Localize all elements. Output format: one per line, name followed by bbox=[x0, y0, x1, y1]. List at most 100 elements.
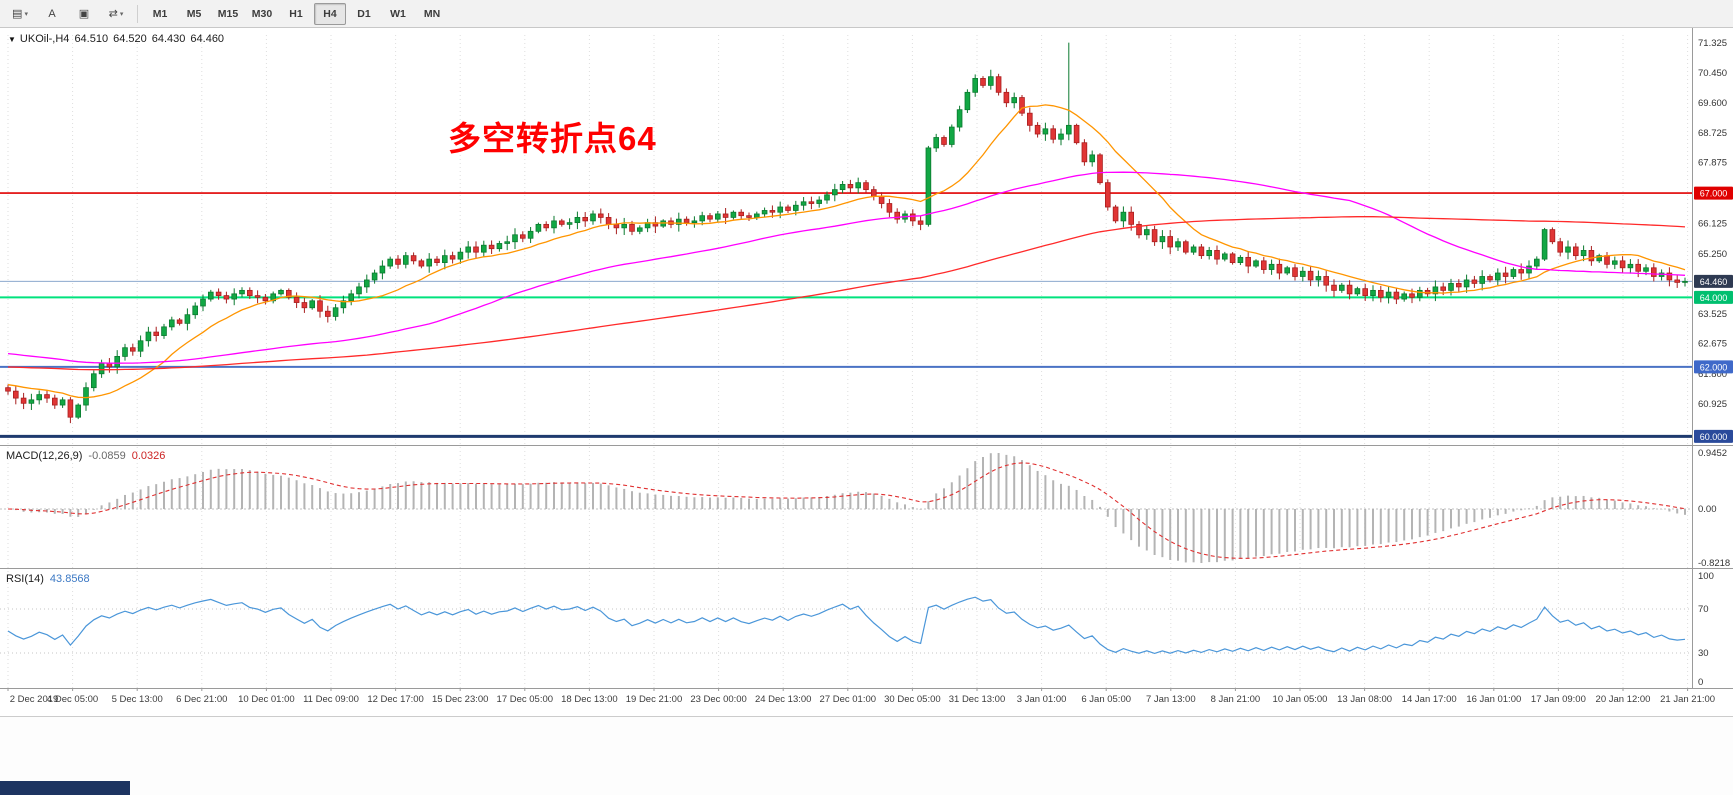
symbol-label: UKOil-,H4 bbox=[19, 33, 70, 45]
svg-text:62.675: 62.675 bbox=[1698, 338, 1727, 349]
svg-text:18 Dec 13:00: 18 Dec 13:00 bbox=[561, 694, 618, 705]
template-button[interactable]: ▣ bbox=[69, 3, 99, 25]
svg-text:0.9452: 0.9452 bbox=[1698, 448, 1727, 459]
timeframe-button-w1[interactable]: W1 bbox=[390, 7, 406, 20]
chart-toolbar: ▤ ▾ A ▣ ⇄ ▾ M1 M5 M15 M30 H1 H4 D1 W1 MN bbox=[0, 0, 1733, 28]
svg-text:19 Dec 21:00: 19 Dec 21:00 bbox=[626, 694, 683, 705]
svg-text:65.250: 65.250 bbox=[1698, 249, 1727, 260]
text-annotation-button[interactable]: A bbox=[37, 3, 67, 25]
svg-text:10 Jan 05:00: 10 Jan 05:00 bbox=[1273, 694, 1328, 705]
timeframe-button-mn[interactable]: MN bbox=[423, 7, 441, 20]
svg-text:3 Jan 01:00: 3 Jan 01:00 bbox=[1017, 694, 1067, 705]
ma-slow-line bbox=[7, 216, 1686, 371]
time-axis[interactable] bbox=[0, 688, 1733, 716]
svg-text:67.875: 67.875 bbox=[1698, 158, 1727, 169]
svg-text:63.525: 63.525 bbox=[1698, 309, 1727, 320]
svg-text:66.125: 66.125 bbox=[1698, 218, 1727, 229]
svg-text:11 Dec 09:00: 11 Dec 09:00 bbox=[303, 694, 359, 705]
macd-indicator-label: MACD(12,26,9) -0.0859 0.0326 bbox=[6, 450, 165, 462]
symbol-dropdown-icon[interactable]: ▼ bbox=[8, 35, 16, 44]
timeframe-button-m15[interactable]: M15 bbox=[217, 7, 239, 20]
ohlc-low: 64.430 bbox=[151, 33, 186, 45]
svg-text:5 Dec 13:00: 5 Dec 13:00 bbox=[112, 694, 163, 705]
svg-text:67.000: 67.000 bbox=[1700, 189, 1728, 199]
svg-text:64.000: 64.000 bbox=[1700, 293, 1728, 303]
toolbar-separator bbox=[137, 4, 138, 23]
rsi-value: 43.8568 bbox=[49, 573, 90, 585]
chart-window-icon: ▤ bbox=[12, 8, 23, 20]
rsi-axis-labels: 100 70 30 0 bbox=[1698, 571, 1714, 688]
timeframe-button-m30[interactable]: M30 bbox=[251, 7, 273, 20]
svg-text:62.000: 62.000 bbox=[1700, 362, 1728, 372]
svg-text:12 Dec 17:00: 12 Dec 17:00 bbox=[367, 694, 424, 705]
macd-signal-value: 0.0326 bbox=[131, 450, 166, 462]
chevron-down-icon: ▾ bbox=[119, 10, 124, 18]
svg-text:31 Dec 13:00: 31 Dec 13:00 bbox=[949, 694, 1006, 705]
svg-text:8 Jan 21:00: 8 Jan 21:00 bbox=[1211, 694, 1261, 705]
svg-text:30 Dec 05:00: 30 Dec 05:00 bbox=[884, 694, 941, 705]
svg-text:70: 70 bbox=[1698, 604, 1709, 615]
timeframe-button-m1[interactable]: M1 bbox=[152, 7, 168, 20]
ohlc-high: 64.520 bbox=[113, 33, 147, 45]
svg-text:7 Jan 13:00: 7 Jan 13:00 bbox=[1146, 694, 1196, 705]
svg-text:15 Dec 23:00: 15 Dec 23:00 bbox=[432, 694, 489, 705]
cursor-mode-button[interactable]: ⇄ ▾ bbox=[101, 3, 131, 25]
timeframe-button-h1[interactable]: H1 bbox=[289, 7, 303, 20]
svg-text:24 Dec 13:00: 24 Dec 13:00 bbox=[755, 694, 812, 705]
timeframe-button-h4[interactable]: H4 bbox=[314, 2, 346, 25]
svg-text:6 Dec 21:00: 6 Dec 21:00 bbox=[176, 694, 227, 705]
svg-text:60.925: 60.925 bbox=[1698, 399, 1727, 410]
ohlc-close: 64.460 bbox=[190, 33, 225, 45]
svg-text:13 Jan 08:00: 13 Jan 08:00 bbox=[1337, 694, 1392, 705]
svg-text:0: 0 bbox=[1698, 677, 1703, 688]
svg-text:21 Jan 21:00: 21 Jan 21:00 bbox=[1660, 694, 1715, 705]
bottom-strip bbox=[0, 716, 1733, 795]
svg-text:71.325: 71.325 bbox=[1698, 38, 1727, 49]
svg-text:16 Jan 01:00: 16 Jan 01:00 bbox=[1466, 694, 1521, 705]
svg-text:60.000: 60.000 bbox=[1700, 432, 1728, 442]
svg-text:20 Jan 12:00: 20 Jan 12:00 bbox=[1596, 694, 1651, 705]
chart-title: ▼ UKOil-,H4 64.510 64.520 64.430 64.460 bbox=[8, 33, 229, 45]
ma-fast-line bbox=[7, 104, 1686, 399]
rsi-indicator-label: RSI(14) 43.8568 bbox=[6, 573, 90, 585]
svg-text:64.460: 64.460 bbox=[1700, 277, 1728, 287]
price-badges: 67.000 64.460 64.000 62.000 60.000 bbox=[1694, 186, 1733, 443]
svg-text:30: 30 bbox=[1698, 648, 1709, 659]
macd-axis-labels: 0.9452 0.00 -0.8218 bbox=[1698, 448, 1730, 569]
rsi-name: RSI(14) bbox=[6, 573, 44, 585]
time-axis-labels: 2 Dec 20194 Dec 05:00 5 Dec 13:00 6 Dec 21… bbox=[10, 694, 1715, 705]
svg-text:100: 100 bbox=[1698, 571, 1714, 582]
chart-canvas[interactable]: 2 Dec 20194 Dec 05:00 5 Dec 13:00 6 Dec 21… bbox=[0, 28, 1733, 716]
svg-text:-0.8218: -0.8218 bbox=[1698, 558, 1730, 569]
svg-text:10 Dec 01:00: 10 Dec 01:00 bbox=[238, 694, 295, 705]
svg-text:0.00: 0.00 bbox=[1698, 504, 1717, 515]
rsi-line bbox=[7, 596, 1686, 655]
template-icon: ▣ bbox=[78, 8, 90, 20]
ohlc-open: 64.510 bbox=[74, 33, 109, 45]
timeframe-button-d1[interactable]: D1 bbox=[357, 7, 371, 20]
price-lines-layer bbox=[0, 192, 1692, 438]
macd-signal-line bbox=[7, 462, 1686, 559]
svg-text:27 Dec 01:00: 27 Dec 01:00 bbox=[820, 694, 877, 705]
svg-text:70.450: 70.450 bbox=[1698, 68, 1727, 79]
svg-text:17 Dec 05:00: 17 Dec 05:00 bbox=[497, 694, 554, 705]
svg-text:6 Jan 05:00: 6 Jan 05:00 bbox=[1081, 694, 1131, 705]
svg-text:17 Jan 09:00: 17 Jan 09:00 bbox=[1531, 694, 1586, 705]
svg-text:23 Dec 00:00: 23 Dec 00:00 bbox=[690, 694, 747, 705]
chevron-down-icon: ▾ bbox=[24, 10, 28, 18]
chart-window-button[interactable]: ▤ ▾ bbox=[5, 3, 35, 25]
chart-text-annotation[interactable]: 多空转折点64 bbox=[448, 120, 657, 157]
price-axis[interactable] bbox=[1692, 28, 1733, 688]
macd-name: MACD(12,26,9) bbox=[6, 450, 83, 462]
grid-layer bbox=[7, 35, 1689, 691]
ma-medium-line bbox=[7, 171, 1686, 364]
timeframe-button-m5[interactable]: M5 bbox=[186, 7, 202, 20]
cursor-mode-icon: ⇄ bbox=[108, 8, 118, 20]
svg-text:14 Jan 17:00: 14 Jan 17:00 bbox=[1402, 694, 1457, 705]
chart-area: 2 Dec 20194 Dec 05:00 5 Dec 13:00 6 Dec 21… bbox=[0, 28, 1733, 716]
window-fragment bbox=[0, 781, 130, 795]
macd-value: -0.0859 bbox=[88, 450, 126, 462]
macd-histogram bbox=[14, 453, 1686, 563]
svg-text:61.800: 61.800 bbox=[1698, 369, 1727, 380]
